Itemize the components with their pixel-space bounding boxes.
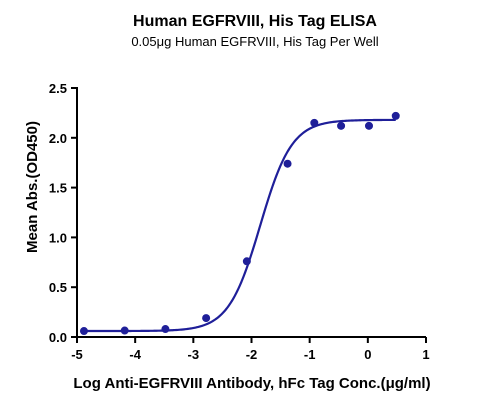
x-tick-label: -3: [188, 347, 200, 362]
y-tick-label: 1.0: [49, 230, 67, 245]
y-tick-label: 2.5: [49, 81, 67, 96]
y-axis-label: Mean Abs.(OD450): [24, 121, 41, 253]
x-tick-label: 0: [364, 347, 371, 362]
data-points: [79, 111, 400, 336]
chart-subtitle: 0.05μg Human EGFRVIII, His Tag Per Well: [131, 34, 378, 49]
chart-title: Human EGFRVIII, His Tag ELISA: [133, 13, 377, 30]
x-tick-label: -5: [71, 347, 83, 362]
fit-curve: [83, 118, 396, 333]
data-point: [120, 326, 129, 335]
y-tick-label: 0.0: [49, 330, 67, 345]
x-axis-label: Log Anti-EGFRVIII Antibody, hFc Tag Conc…: [73, 375, 430, 392]
data-point: [391, 111, 400, 120]
y-tick-label: 1.5: [49, 181, 67, 196]
data-point: [161, 325, 170, 334]
y-tick-label: 2.0: [49, 131, 67, 146]
data-point: [283, 159, 292, 168]
data-point: [310, 118, 319, 127]
y-axis-ticks: 0.0 0.5 1.0 1.5 2.0 2.5: [49, 81, 77, 345]
data-point: [242, 257, 251, 266]
x-tick-label: 1: [422, 347, 429, 362]
x-tick-label: -1: [304, 347, 316, 362]
x-tick-label: -2: [246, 347, 258, 362]
data-point: [202, 314, 211, 323]
axes: [76, 87, 426, 338]
x-axis-ticks: -5 -4 -3 -2 -1 0 1: [71, 337, 430, 362]
data-point: [337, 121, 346, 130]
data-point: [79, 327, 88, 336]
x-tick-label: -4: [129, 347, 141, 362]
data-point: [364, 121, 373, 130]
y-tick-label: 0.5: [49, 280, 67, 295]
